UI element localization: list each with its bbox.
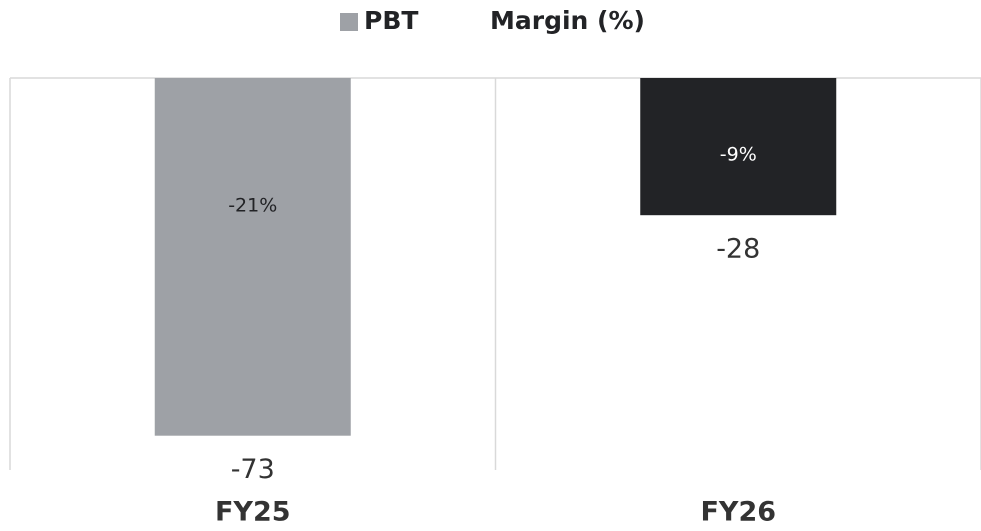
bar xyxy=(640,78,837,216)
x-tick-label: FY26 xyxy=(700,497,776,528)
x-tick-label: FY25 xyxy=(215,497,291,528)
bar xyxy=(154,78,351,436)
margin-label: -9% xyxy=(720,143,757,165)
data-label: -28 xyxy=(716,234,760,265)
legend-swatch xyxy=(466,13,484,31)
data-label: -73 xyxy=(231,454,275,485)
margin-label: -21% xyxy=(228,195,277,217)
legend-label: PBT xyxy=(364,6,418,35)
legend-label: Margin (%) xyxy=(490,6,645,35)
legend-swatch xyxy=(340,13,358,31)
